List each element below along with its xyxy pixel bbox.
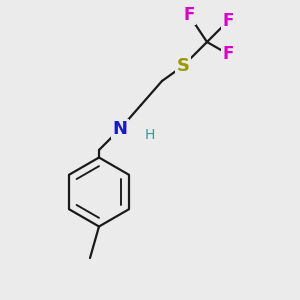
Text: F: F	[183, 6, 195, 24]
Text: S: S	[176, 57, 190, 75]
Text: N: N	[112, 120, 128, 138]
Text: F: F	[222, 45, 234, 63]
Text: H: H	[145, 128, 155, 142]
Text: F: F	[222, 12, 234, 30]
